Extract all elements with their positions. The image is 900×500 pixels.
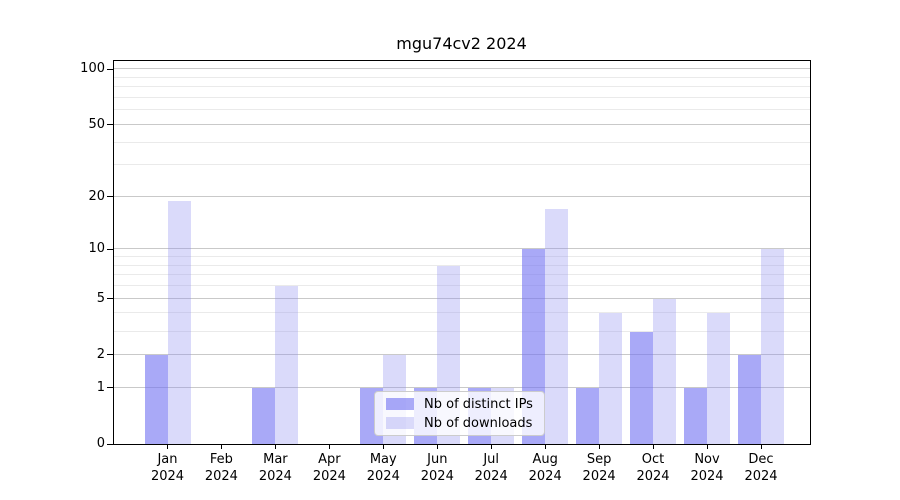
x-tick-label: Feb 2024 <box>204 452 238 484</box>
x-tick <box>706 445 708 449</box>
y-tick <box>107 68 114 70</box>
major-gridline <box>114 195 810 197</box>
minor-gridline <box>114 109 810 111</box>
bar-distinct-ips <box>576 387 600 444</box>
y-tick <box>107 354 114 356</box>
x-tick-label: Oct 2024 <box>636 452 670 484</box>
chart-title: mgu74cv2 2024 <box>396 34 527 53</box>
y-tick-label: 5 <box>96 290 105 306</box>
bar-downloads <box>707 313 730 444</box>
minor-gridline <box>114 76 810 78</box>
major-gridline <box>114 68 810 70</box>
plot-area <box>113 60 811 445</box>
major-gridline <box>114 297 810 299</box>
bar-distinct-ips <box>252 387 276 444</box>
major-gridline <box>114 248 810 250</box>
bar-distinct-ips <box>630 331 653 444</box>
minor-gridline <box>114 264 810 266</box>
y-tick <box>107 196 114 198</box>
x-tick <box>167 445 168 449</box>
x-tick-label: Jun 2024 <box>420 452 454 484</box>
x-tick <box>328 445 330 449</box>
major-gridline <box>114 386 810 388</box>
x-tick <box>382 445 384 449</box>
minor-gridline <box>114 285 810 287</box>
minor-gridline <box>114 312 810 314</box>
bar-downloads <box>761 249 784 444</box>
y-tick <box>107 387 114 389</box>
y-tick-label: 0 <box>96 436 105 451</box>
bar-distinct-ips <box>144 354 168 444</box>
y-tick-label: 2 <box>96 346 105 362</box>
x-tick <box>544 445 546 449</box>
minor-gridline <box>114 97 810 98</box>
minor-gridline <box>114 274 810 276</box>
minor-gridline <box>114 141 810 143</box>
y-tick-label: 1 <box>96 379 105 395</box>
legend-item-downloads: Nb of downloads <box>386 416 544 431</box>
x-tick <box>490 445 492 449</box>
x-tick <box>220 445 222 449</box>
legend-swatch-distinct-ips <box>386 398 414 410</box>
legend-label-downloads: Nb of downloads <box>424 415 533 431</box>
y-tick <box>107 248 114 250</box>
legend-label-distinct-ips: Nb of distinct IPs <box>424 396 533 412</box>
x-tick-label: Dec 2024 <box>744 452 778 484</box>
minor-gridline <box>114 256 810 258</box>
minor-gridline <box>114 164 810 166</box>
x-tick-label: Jul 2024 <box>474 452 508 484</box>
major-gridline <box>114 353 810 355</box>
x-tick-label: Nov 2024 <box>690 452 724 484</box>
bar-downloads <box>599 313 623 444</box>
y-tick-label: 20 <box>88 188 105 204</box>
x-tick-label: Aug 2024 <box>528 452 562 484</box>
x-tick-label: Apr 2024 <box>312 452 346 484</box>
bar-distinct-ips <box>738 354 761 444</box>
legend-swatch-downloads <box>386 417 414 429</box>
x-tick-label: Mar 2024 <box>258 452 292 484</box>
x-tick <box>598 445 600 449</box>
x-tick <box>652 445 654 449</box>
bar-downloads <box>545 209 569 444</box>
y-tick <box>107 443 114 445</box>
y-tick <box>107 124 114 126</box>
x-tick <box>436 445 438 449</box>
bar-downloads <box>653 298 676 444</box>
minor-gridline <box>114 330 810 332</box>
major-gridline <box>114 123 810 125</box>
x-tick-label: May 2024 <box>366 452 400 484</box>
y-tick-label: 100 <box>80 61 105 77</box>
x-tick-label: Sep 2024 <box>582 452 616 484</box>
bar-distinct-ips <box>684 387 707 444</box>
y-tick-label: 10 <box>88 241 105 257</box>
y-tick <box>107 298 114 300</box>
legend: Nb of distinct IPs Nb of downloads <box>374 391 545 436</box>
x-tick-label: Jan 2024 <box>150 452 185 484</box>
y-tick-label: 50 <box>88 116 105 132</box>
minor-gridline <box>114 86 810 88</box>
bar-downloads <box>275 286 299 444</box>
x-tick <box>760 445 762 449</box>
bar-downloads <box>167 200 191 444</box>
x-tick <box>274 445 276 449</box>
legend-item-distinct-ips: Nb of distinct IPs <box>386 397 544 412</box>
